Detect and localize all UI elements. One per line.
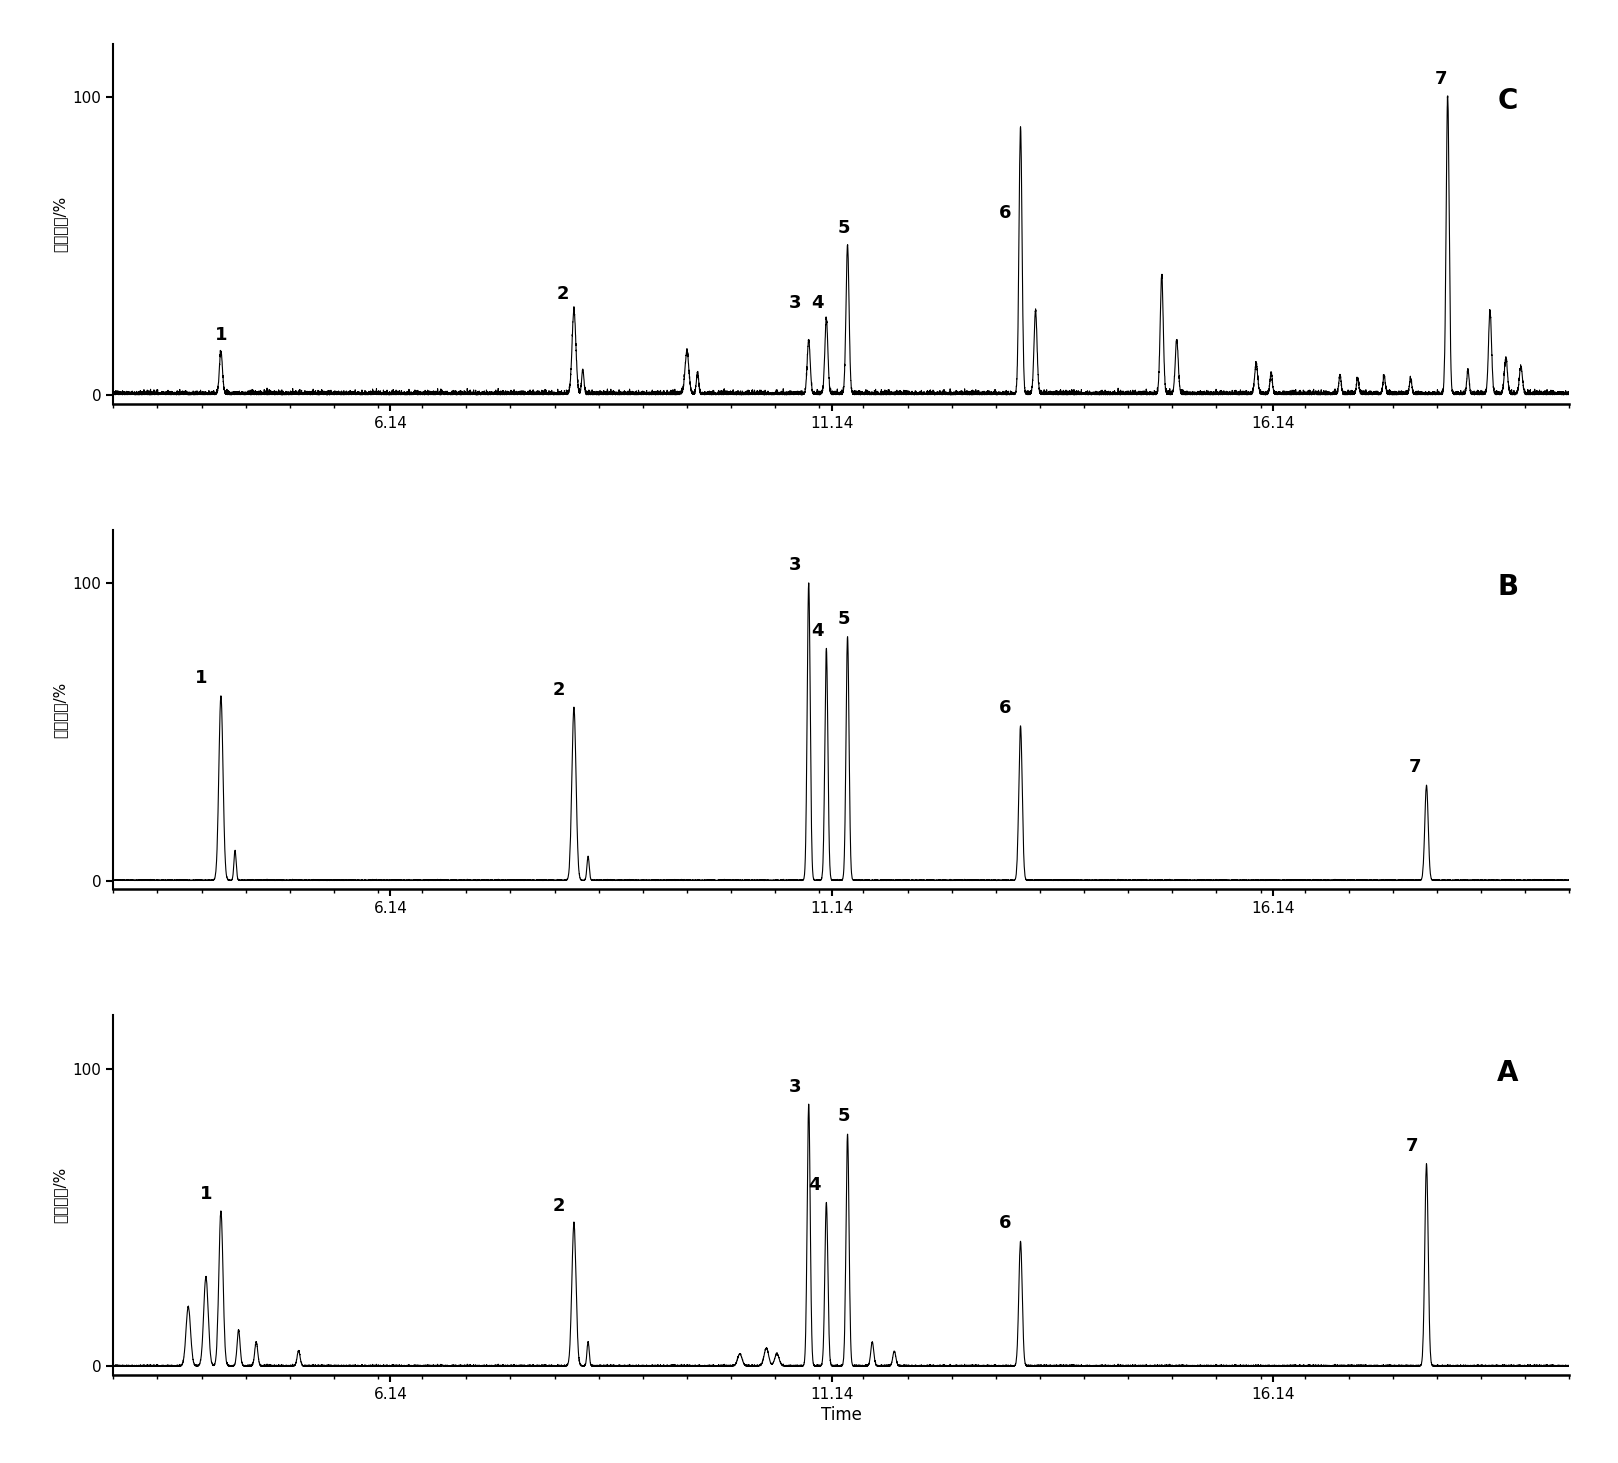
Text: B: B xyxy=(1497,573,1518,601)
Text: 2: 2 xyxy=(557,285,570,303)
Text: 7: 7 xyxy=(1409,758,1421,777)
Text: 6: 6 xyxy=(998,1214,1011,1232)
Text: 2: 2 xyxy=(553,1197,565,1214)
Text: A: A xyxy=(1497,1059,1518,1087)
Text: 3: 3 xyxy=(788,556,801,575)
Text: 1: 1 xyxy=(215,326,227,344)
Text: C: C xyxy=(1498,88,1518,116)
Text: 6: 6 xyxy=(998,699,1011,717)
Text: 6: 6 xyxy=(998,205,1011,222)
Text: 1: 1 xyxy=(199,1185,212,1203)
Text: 5: 5 xyxy=(838,610,849,628)
Text: 4: 4 xyxy=(809,1176,820,1194)
Text: 4: 4 xyxy=(811,294,824,312)
Text: 4: 4 xyxy=(811,622,824,639)
Text: 5: 5 xyxy=(838,219,849,237)
Y-axis label: 相对强度/%: 相对强度/% xyxy=(52,682,66,737)
Y-axis label: 相对强度/%: 相对强度/% xyxy=(52,196,66,252)
Text: 1: 1 xyxy=(196,669,207,688)
Text: 3: 3 xyxy=(788,1078,801,1096)
Text: 7: 7 xyxy=(1406,1137,1419,1156)
Text: 7: 7 xyxy=(1435,70,1448,88)
Y-axis label: 相对强度/%: 相对强度/% xyxy=(52,1167,66,1223)
X-axis label: Time: Time xyxy=(820,1406,862,1423)
Text: 3: 3 xyxy=(788,294,801,312)
Text: 2: 2 xyxy=(553,682,565,699)
Text: 5: 5 xyxy=(838,1107,849,1125)
